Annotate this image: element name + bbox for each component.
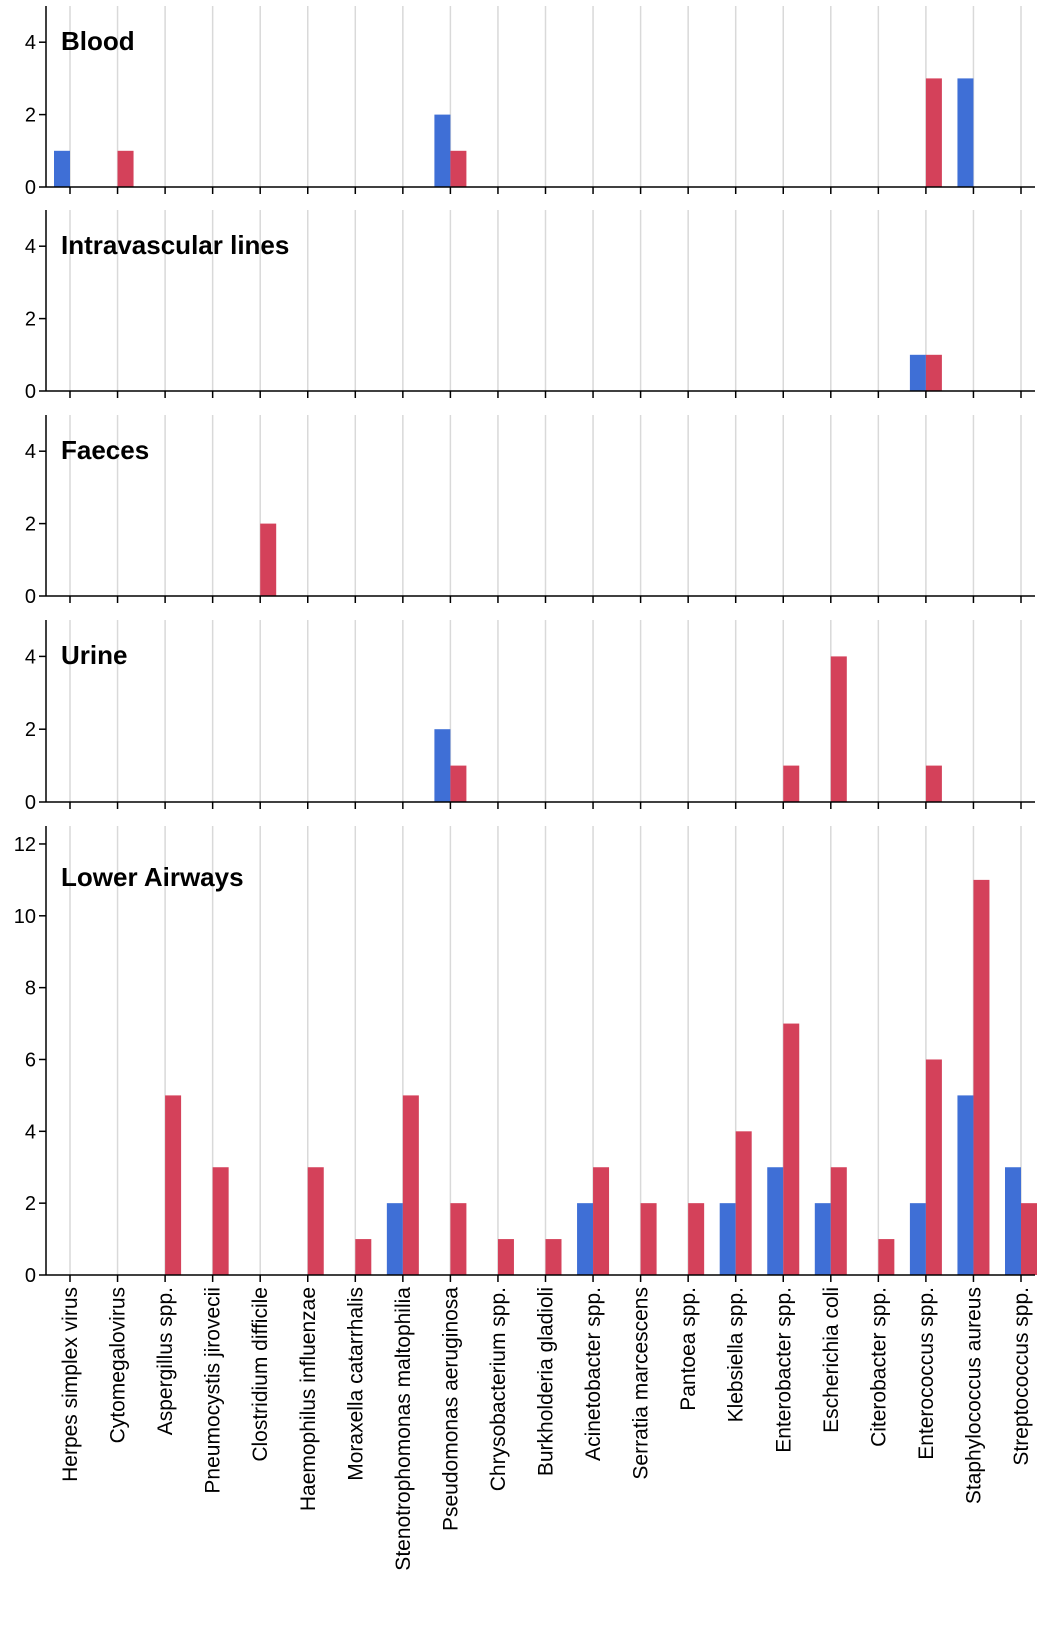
y-tick-label: 0 [25,1265,36,1287]
bar [165,1095,182,1275]
bar [830,1167,847,1275]
y-tick-label: 2 [25,514,36,536]
panel-title: Intravascular lines [61,230,289,260]
bar [117,150,134,187]
category-label: Klebsiella spp. [725,1287,748,1422]
category-label: Clostridium difficile [249,1287,272,1462]
category-label: Pneumocystis jirovecii [202,1287,225,1494]
bar [909,354,926,391]
bar [814,1203,831,1275]
bar [925,78,942,187]
panel-title: Urine [61,640,127,670]
y-tick-label: 6 [25,1049,36,1071]
y-tick-label: 2 [25,719,36,741]
y-tick-label: 0 [25,586,36,608]
category-label: Citerobacter spp. [867,1287,890,1447]
y-tick-label: 4 [25,236,36,258]
panel-lower-airways: 0 2 4 6 8 10 12 Lower Airways [14,826,1037,1287]
category-label: Stenotrophomonas maltophilia [392,1287,415,1571]
bar [719,1203,736,1275]
bar [307,1167,324,1275]
bar [767,1167,784,1275]
bar [957,78,974,187]
category-label: Moraxella catarrhalis [344,1287,367,1481]
y-tick-label: 2 [25,105,36,127]
bar [1021,1203,1037,1275]
category-label: Escherichia coli [820,1287,843,1433]
category-label: Enterobacter spp. [772,1287,795,1453]
bar [355,1239,372,1275]
panel-title: Faeces [61,435,149,465]
bar [260,523,277,596]
y-tick-label: 4 [25,646,36,668]
bar [640,1203,657,1275]
bar [54,150,70,187]
bar [402,1095,419,1275]
y-tick-label: 2 [25,309,36,331]
bar [593,1167,610,1275]
category-label: Haemophilus influenzae [297,1287,320,1511]
bar [830,656,847,802]
y-tick-label: 4 [25,441,36,463]
bar [1005,1167,1021,1275]
y-tick-label: 2 [25,1193,36,1215]
category-label: Aspergillus spp. [154,1287,177,1435]
bar [688,1203,705,1275]
bar [925,354,942,391]
category-label: Pantoea spp. [677,1287,700,1411]
panel-faeces: 0 2 4 Faeces [25,415,1035,608]
category-label: Serratia marcescens [630,1287,653,1480]
bar [450,1203,467,1275]
bar [925,1059,942,1275]
panel-title: Blood [61,26,135,56]
category-label: Staphylococcus aureus [962,1287,985,1504]
y-tick-label: 0 [25,177,36,199]
y-tick-label: 4 [25,1121,36,1143]
bar [973,879,990,1275]
category-label: Enterococcus spp. [915,1287,938,1460]
category-label: Streptococcus spp. [1010,1287,1033,1466]
bar [925,765,942,802]
category-label: Acinetobacter spp. [582,1287,605,1461]
bar [386,1203,403,1275]
y-tick-label: 0 [25,792,36,814]
category-labels: Herpes simplex virus Cytomegalovirus Asper… [59,1287,1033,1571]
bar [434,729,451,802]
category-label: Pseudomonas aeruginosa [439,1287,462,1531]
bar [783,765,800,802]
category-label: Herpes simplex virus [59,1287,82,1482]
category-label: Cytomegalovirus [107,1287,130,1443]
bar [577,1203,594,1275]
bar [957,1095,974,1275]
panel-urine: 0 2 4 Urine [25,620,1035,814]
y-tick-label: 10 [14,906,36,928]
y-tick-label: 8 [25,978,36,1000]
bar [497,1239,514,1275]
category-label: Chrysobacterium spp. [487,1287,510,1491]
bar [878,1239,895,1275]
category-label: Burkholderia gladioli [535,1287,558,1476]
bar [909,1203,926,1275]
bar [450,150,467,187]
bar [434,114,451,187]
bar [735,1131,752,1275]
bar [450,765,467,802]
panel-intravascular-lines: 0 2 4 Intravascular lines [25,210,1035,403]
y-tick-label: 0 [25,381,36,403]
bar [212,1167,229,1275]
y-tick-label: 4 [25,32,36,54]
panel-blood: 0 2 4 Blood [25,6,1035,199]
panel-title: Lower Airways [61,862,244,892]
bar [783,1023,800,1275]
y-tick-label: 12 [14,834,36,856]
bar [545,1239,562,1275]
